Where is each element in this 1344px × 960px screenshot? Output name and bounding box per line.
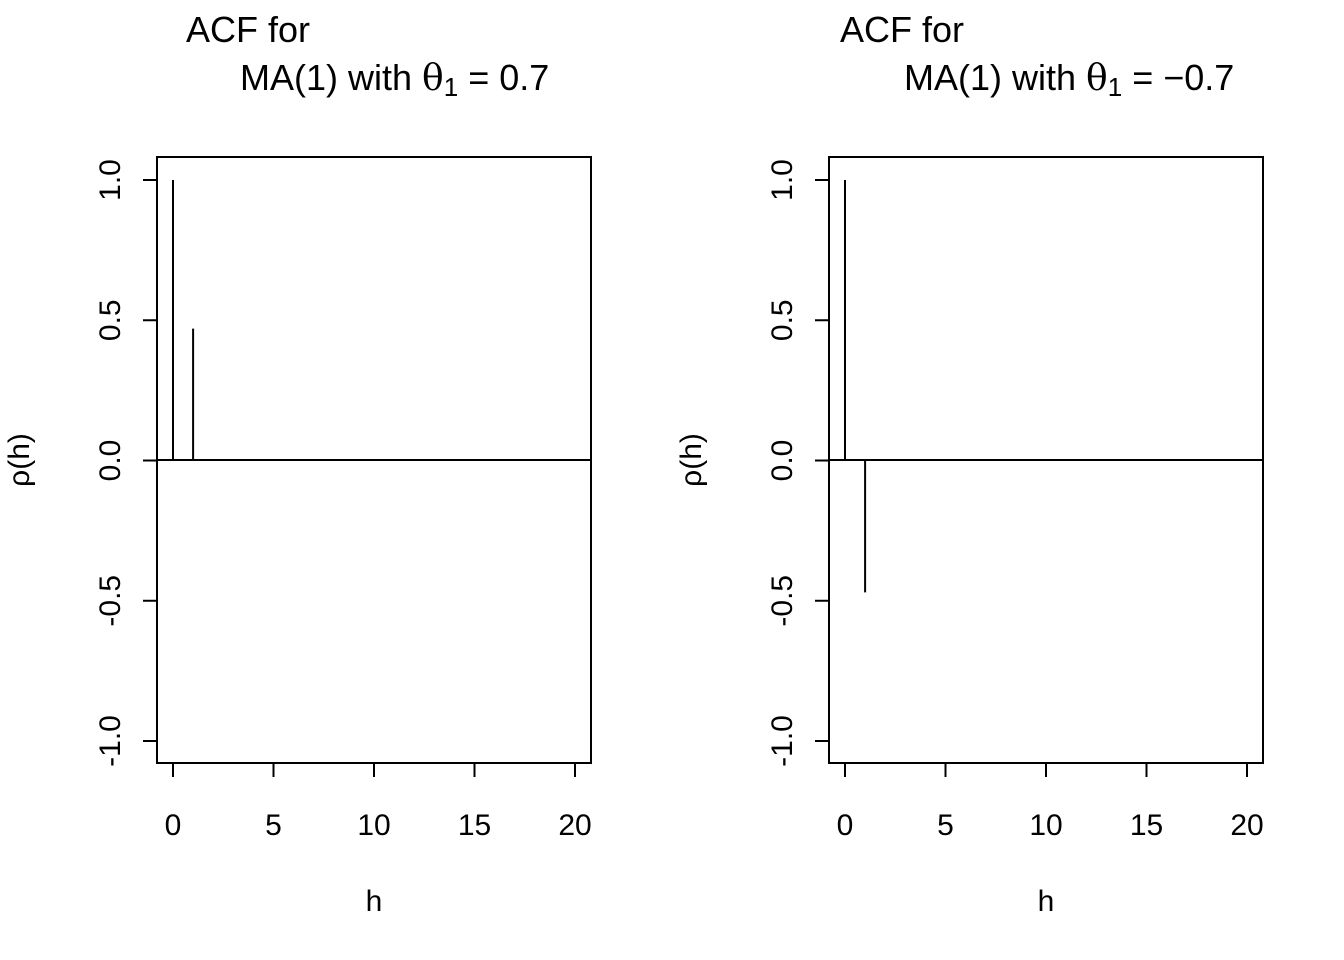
acf-panel-left: ACF for MA(1) with θ1 = 0.7 -1.0 -0.5 0.0 0… — [3, 9, 592, 918]
title-value: = −0.7 — [1122, 57, 1234, 98]
y-tick-label: -1.0 — [94, 715, 127, 767]
x-tick-label: 15 — [458, 809, 491, 842]
x-axis-label: h — [366, 885, 383, 918]
x-tick-label: 20 — [558, 809, 591, 842]
x-tick-label: 10 — [1029, 809, 1062, 842]
title-subscript: 1 — [444, 72, 458, 102]
y-tick-label: 0.5 — [94, 299, 127, 341]
x-tick-label: 20 — [1230, 809, 1263, 842]
title-prefix: MA(1) with — [904, 57, 1086, 98]
y-axis-label: ρ(h) — [3, 433, 36, 487]
x-tick-label: 5 — [937, 809, 954, 842]
title-theta: θ — [1086, 58, 1108, 99]
title-value: = 0.7 — [458, 57, 549, 98]
chart-title-line2: MA(1) with θ1 = 0.7 — [240, 57, 549, 102]
y-tick-label: -1.0 — [766, 715, 799, 767]
y-tick-label: -0.5 — [766, 575, 799, 627]
chart-title-line1: ACF for — [186, 9, 310, 50]
y-axis-label: ρ(h) — [675, 433, 708, 487]
y-tick-label: 1.0 — [766, 159, 799, 201]
x-tick-label: 0 — [837, 809, 854, 842]
title-subscript: 1 — [1108, 72, 1122, 102]
y-tick-label: 0.5 — [766, 299, 799, 341]
x-axis-label: h — [1038, 885, 1055, 918]
chart-title-line1: ACF for — [840, 9, 964, 50]
y-tick-label: 1.0 — [94, 159, 127, 201]
x-tick-label: 15 — [1130, 809, 1163, 842]
title-theta: θ — [422, 58, 444, 99]
chart-title-line2: MA(1) with θ1 = −0.7 — [904, 57, 1234, 102]
x-tick-label: 10 — [357, 809, 390, 842]
y-tick-label: -0.5 — [94, 575, 127, 627]
y-tick-label: 0.0 — [766, 440, 799, 482]
acf-panel-right: ACF for MA(1) with θ1 = −0.7 -1.0 -0.5 0.0… — [675, 9, 1264, 918]
x-tick-label: 0 — [165, 809, 182, 842]
x-tick-label: 5 — [265, 809, 282, 842]
y-tick-label: 0.0 — [94, 440, 127, 482]
title-prefix: MA(1) with — [240, 57, 422, 98]
